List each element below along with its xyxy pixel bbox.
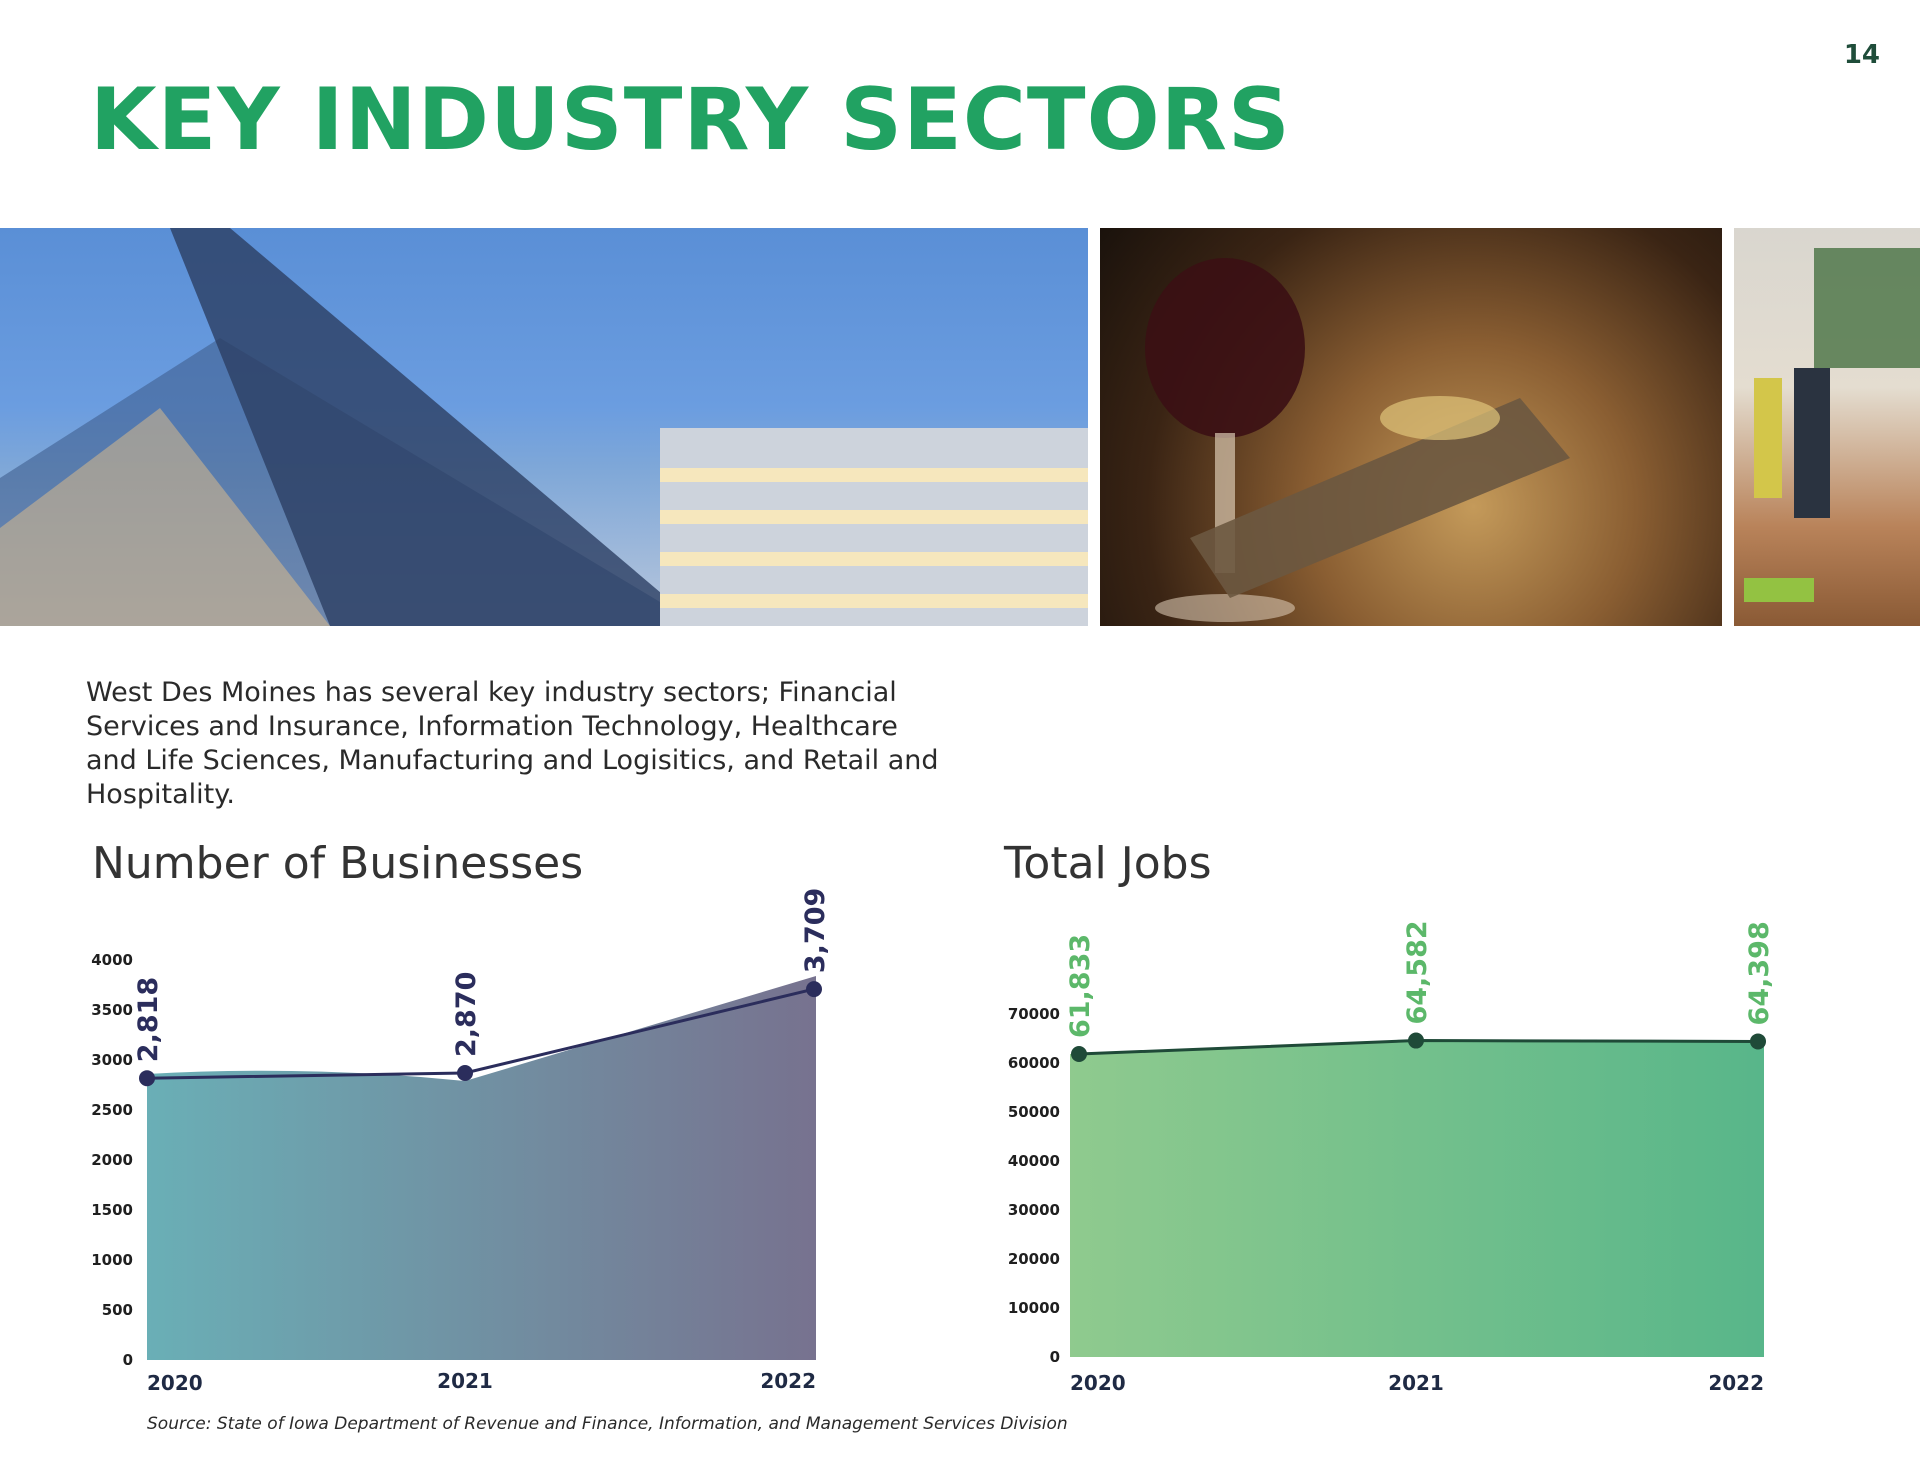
businesses-y-tick-3500: 3500 bbox=[91, 1001, 133, 1019]
businesses-y-tick-2000: 2000 bbox=[91, 1151, 133, 1169]
jobs-data-label-2020: 61,833 bbox=[1065, 934, 1096, 1038]
source-note: Source: State of Iowa Department of Reve… bbox=[147, 1414, 1068, 1434]
businesses-y-tick-3000: 3000 bbox=[91, 1051, 133, 1069]
jobs-x-label-2020: 2020 bbox=[1070, 1371, 1126, 1395]
jobs-y-tick-70000: 70000 bbox=[1008, 1005, 1060, 1023]
jobs-y-tick-10000: 10000 bbox=[1008, 1299, 1060, 1317]
jobs-data-label-2021: 64,582 bbox=[1402, 920, 1433, 1024]
page-number: 14 bbox=[1843, 40, 1880, 70]
page-title: KEY INDUSTRY SECTORS bbox=[90, 70, 1291, 170]
businesses-y-tick-2500: 2500 bbox=[91, 1101, 133, 1119]
businesses-area bbox=[147, 976, 816, 1360]
jobs-y-tick-50000: 50000 bbox=[1008, 1103, 1060, 1121]
businesses-data-label-2020: 2,818 bbox=[133, 977, 164, 1062]
businesses-y-tick-1500: 1500 bbox=[91, 1201, 133, 1219]
wine-photo bbox=[1100, 228, 1722, 626]
jobs-y-tick-60000: 60000 bbox=[1008, 1054, 1060, 1072]
businesses-x-label-2022: 2022 bbox=[760, 1369, 816, 1393]
businesses-x-label-2021: 2021 bbox=[437, 1369, 493, 1393]
jobs-point-2020 bbox=[1071, 1046, 1087, 1063]
jobs-y-tick-40000: 40000 bbox=[1008, 1152, 1060, 1170]
businesses-point-2021 bbox=[457, 1065, 473, 1081]
businesses-y-tick-1000: 1000 bbox=[91, 1251, 133, 1269]
businesses-y-tick-500: 500 bbox=[102, 1301, 133, 1319]
businesses-x-label-2020: 2020 bbox=[147, 1371, 203, 1395]
businesses-data-label-2022: 3,709 bbox=[800, 888, 831, 973]
jobs-point-2021 bbox=[1408, 1032, 1424, 1049]
jobs-area bbox=[1070, 1040, 1764, 1357]
businesses-y-tick-0: 0 bbox=[123, 1351, 133, 1369]
jobs-x-label-2021: 2021 bbox=[1388, 1371, 1444, 1395]
businesses-data-label-2021: 2,870 bbox=[451, 972, 482, 1057]
businesses-point-2020 bbox=[139, 1070, 155, 1087]
jobs-x-label-2022: 2022 bbox=[1708, 1371, 1764, 1395]
jobs-point-2022 bbox=[1750, 1033, 1766, 1050]
businesses-chart-title: Number of Businesses bbox=[92, 838, 584, 889]
office-photo bbox=[1734, 228, 1920, 626]
jobs-data-label-2022: 64,398 bbox=[1744, 921, 1775, 1025]
jobs-y-tick-20000: 20000 bbox=[1008, 1250, 1060, 1268]
businesses-point-2022 bbox=[806, 981, 822, 998]
jobs-chart-title: Total Jobs bbox=[1004, 838, 1212, 889]
businesses-y-tick-4000: 4000 bbox=[91, 951, 133, 969]
jobs-y-tick-30000: 30000 bbox=[1008, 1201, 1060, 1219]
jobs-y-tick-0: 0 bbox=[1050, 1348, 1060, 1366]
building-photo bbox=[0, 228, 1088, 626]
intro-paragraph: West Des Moines has several key industry… bbox=[86, 677, 939, 810]
